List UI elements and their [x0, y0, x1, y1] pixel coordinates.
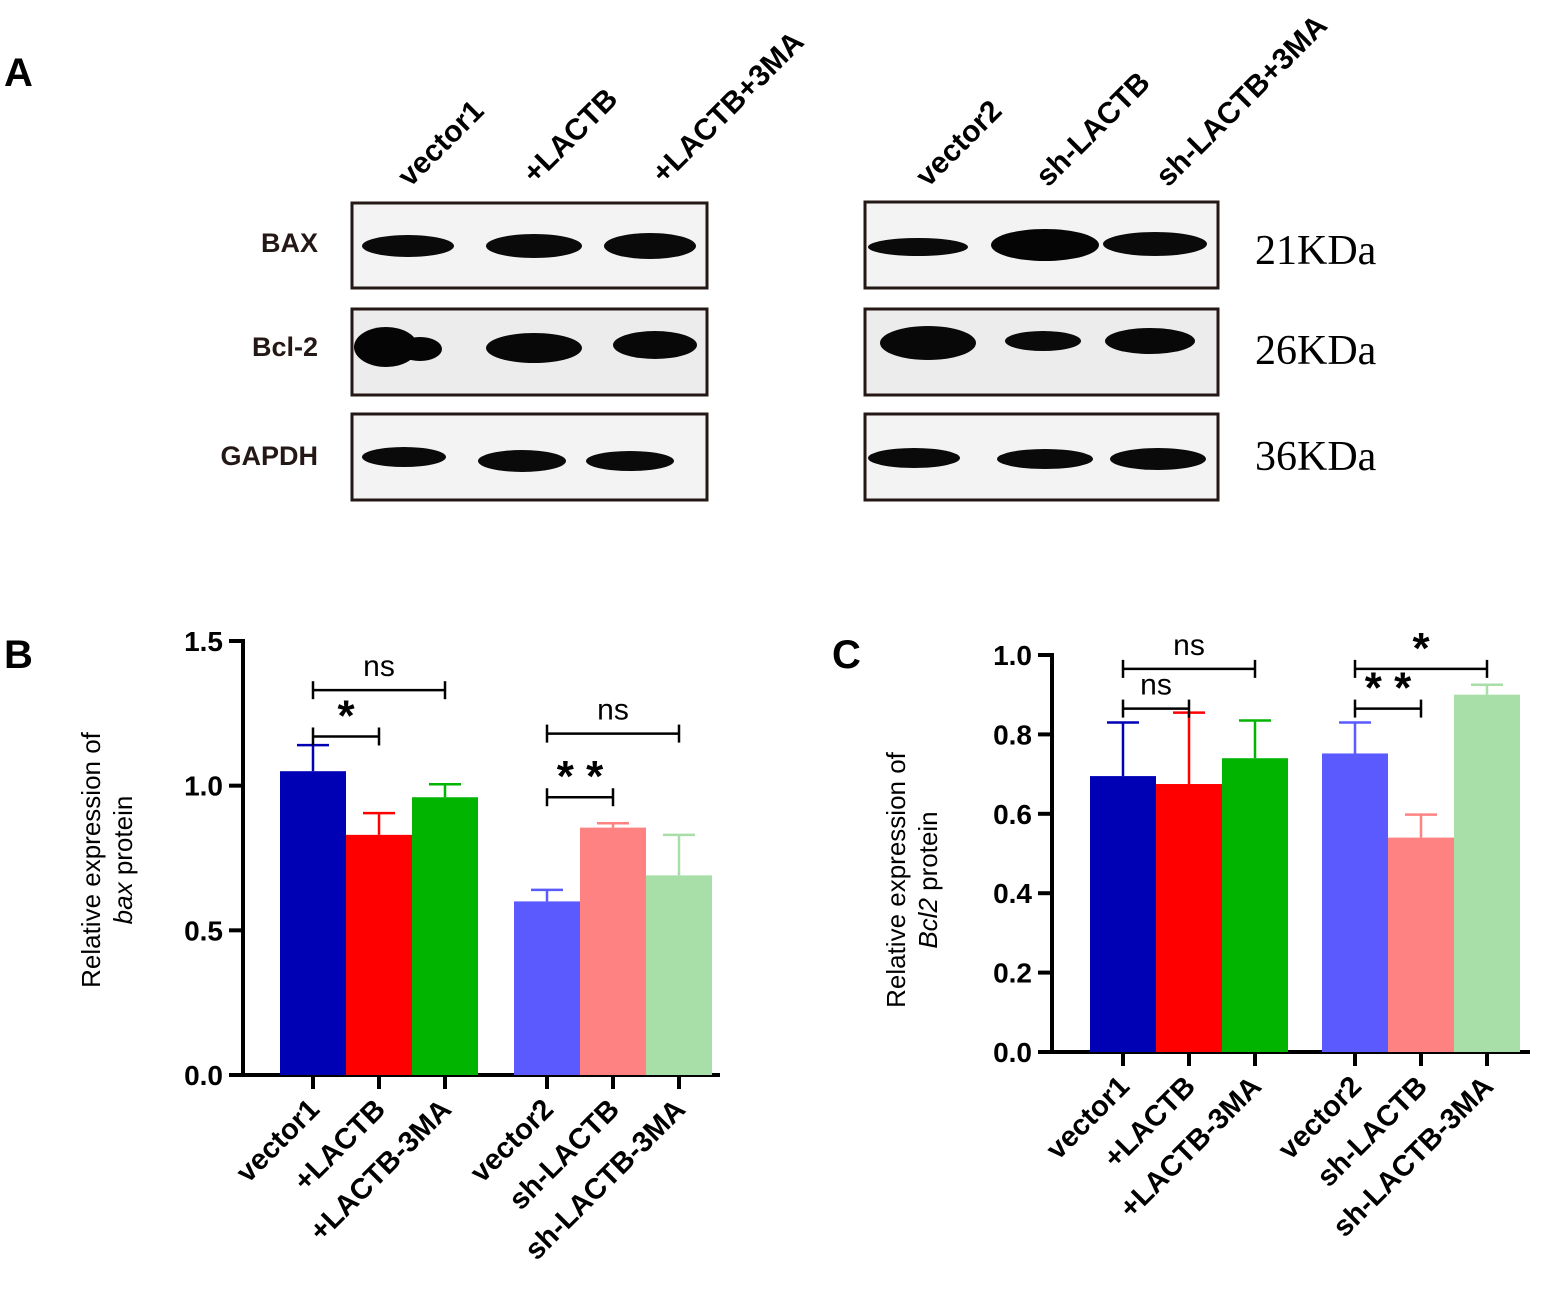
significance-label: ns — [1140, 669, 1172, 702]
band-bax-sh-lactb — [991, 229, 1099, 261]
panel-letter-c: C — [832, 633, 861, 677]
bar — [280, 771, 346, 1075]
panel-letter-b: B — [4, 633, 33, 677]
bar — [1388, 837, 1454, 1052]
band-bax-lactb — [486, 234, 582, 258]
band-bcl2-sh-lactb — [1005, 331, 1081, 351]
size-label-21kda: 21KDa — [1255, 228, 1377, 274]
bar — [1222, 758, 1288, 1052]
significance-label: ns — [597, 694, 629, 727]
band-bcl2-lactb-3ma — [613, 331, 697, 359]
band-gapdh-lactb-3ma — [586, 451, 674, 471]
protein-label-bcl2: Bcl-2 — [252, 332, 318, 362]
y-tick-label: 0.5 — [184, 915, 223, 946]
band-bax-sh-lactb-3ma — [1103, 232, 1207, 256]
significance-label: ns — [363, 650, 395, 683]
bar — [1322, 753, 1388, 1052]
band-gapdh-lactb — [478, 450, 566, 472]
panel-letter-a: A — [4, 51, 33, 95]
band-bax-vector2 — [868, 238, 968, 256]
band-gapdh-vector2 — [868, 448, 960, 468]
significance-label: * — [337, 691, 355, 740]
y-axis-label: Relative expression of — [76, 731, 106, 988]
y-tick-label: 0.2 — [993, 958, 1032, 989]
band-gapdh-sh-lactb-3ma — [1110, 448, 1206, 470]
y-tick-label: 0.4 — [993, 878, 1032, 909]
bar — [580, 827, 646, 1075]
left-blot — [350, 201, 709, 502]
band-bcl2-vector2 — [880, 326, 976, 360]
band-bcl2-sh-lactb-3ma — [1105, 328, 1195, 354]
lane-label-sh-lactb-3ma: sh-LACTB+3MA — [1150, 9, 1334, 193]
bar — [1454, 694, 1520, 1052]
bar — [514, 901, 580, 1075]
lane-label-vector1: vector1 — [392, 94, 491, 193]
y-tick-label: 0.0 — [993, 1037, 1032, 1068]
left-lane-labels: vector1 +LACTB +LACTB+3MA — [392, 25, 811, 193]
lane-label-lactb-3ma: +LACTB+3MA — [646, 25, 811, 190]
band-bcl2-vector1 — [354, 327, 418, 367]
lane-label-sh-lactb: sh-LACTB — [1030, 66, 1157, 193]
lane-label-vector2: vector2 — [910, 94, 1009, 193]
significance-label: ns — [1173, 629, 1205, 662]
size-label-36kda: 36KDa — [1255, 434, 1377, 480]
y-tick-label: 1.5 — [184, 626, 223, 657]
y-axis-label: Relative expression of — [881, 751, 911, 1008]
y-tick-label: 0.8 — [993, 719, 1032, 750]
band-bcl2-lactb — [486, 333, 582, 363]
protein-label-gapdh: GAPDH — [220, 441, 318, 471]
significance-label: * * — [557, 752, 604, 801]
band-bax-lactb-3ma — [604, 233, 696, 259]
lane-label-lactb: +LACTB — [517, 82, 625, 190]
protein-label-bax: BAX — [261, 228, 318, 258]
right-lane-labels: vector2 sh-LACTB sh-LACTB+3MA — [910, 9, 1334, 193]
size-label-26kda: 26KDa — [1255, 328, 1377, 374]
band-gapdh-vector1 — [362, 447, 446, 467]
band-bcl2-vector1-tail — [398, 337, 442, 361]
y-tick-label: 0.6 — [993, 799, 1032, 830]
bar — [346, 834, 412, 1075]
y-axis-label-line2: Bcl2 protein — [913, 811, 943, 948]
chart-c-bcl2: 0.0 0.2 0.4 0.6 0.8 1.0 Relative expression of… — [881, 624, 1530, 1243]
right-blot — [863, 200, 1220, 502]
bar — [1156, 784, 1222, 1052]
bar — [1090, 776, 1156, 1052]
band-bax-vector1 — [362, 235, 454, 257]
chart-b-bax: 0.0 0.5 1.0 1.5 Relative expression of bax pr… — [76, 626, 720, 1266]
bar — [412, 797, 478, 1075]
bar — [646, 875, 712, 1075]
band-gapdh-sh-lactb — [997, 449, 1093, 469]
y-tick-label: 1.0 — [993, 640, 1032, 671]
y-axis-label-line2: bax protein — [108, 796, 138, 925]
y-tick-label: 0.0 — [184, 1060, 223, 1091]
y-tick-label: 1.0 — [184, 771, 223, 802]
significance-label: * * — [1365, 664, 1412, 713]
significance-label: * — [1412, 624, 1430, 673]
